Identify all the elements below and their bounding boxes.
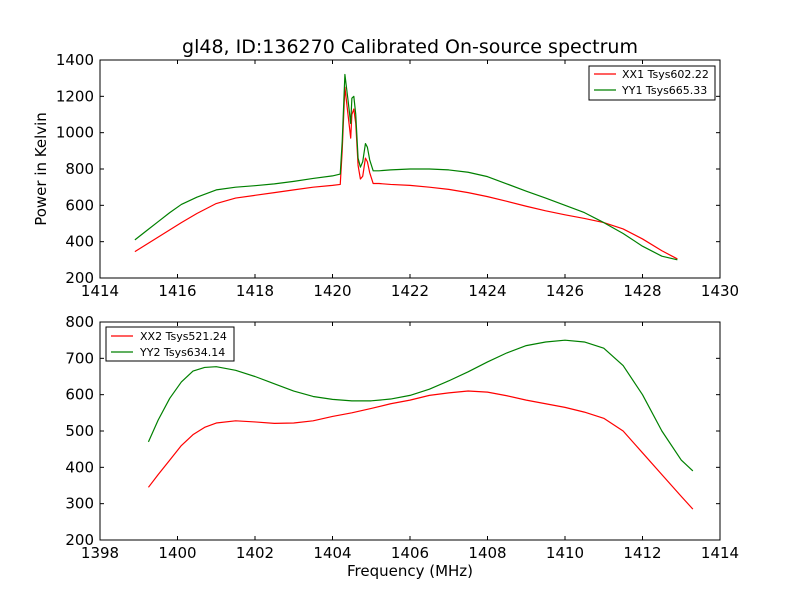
bottom-legend: XX2 Tsys521.24 YY2 Tsys634.14 [105, 326, 235, 362]
bottom-x-tick-label: 1398 [81, 544, 119, 562]
top-series-yy1-line [134, 73, 678, 261]
bottom-legend-box [105, 326, 235, 362]
top-series-xx1-line [134, 86, 678, 260]
top-ticks-layer: 1414 1416 1418 1420 1422 1424 1426 1428 1430 200 4… [56, 51, 739, 300]
bottom-y-tick-label: 400 [65, 458, 94, 476]
top-y-tick-label: 1400 [56, 51, 94, 69]
top-subplot: 1414 1416 1418 1420 1422 1424 1426 1428 1430 200 4… [32, 51, 739, 300]
legend-label-xx1: XX1 Tsys602.22 [622, 68, 709, 81]
bottom-x-tick-label: 1414 [701, 544, 739, 562]
top-x-tick-label: 1430 [701, 282, 739, 300]
bottom-y-tick-label: 600 [65, 386, 94, 404]
legend-label-yy2: YY2 Tsys634.14 [139, 346, 225, 359]
bottom-x-tick-label: 1400 [158, 544, 196, 562]
legend-label-yy1: YY1 Tsys665.33 [621, 84, 707, 97]
top-x-tick-label: 1420 [313, 282, 351, 300]
top-x-tick-label: 1424 [468, 282, 506, 300]
bottom-y-tick-label: 200 [65, 531, 94, 549]
top-y-tick-label: 200 [65, 269, 94, 287]
bottom-x-tick-label: 1404 [313, 544, 351, 562]
bottom-x-tick-label: 1402 [236, 544, 274, 562]
bottom-series-layer [147, 339, 694, 510]
top-x-tick-label: 1414 [81, 282, 119, 300]
bottom-y-tick-label: 700 [65, 349, 94, 367]
bottom-y-tick-label: 500 [65, 422, 94, 440]
top-x-tick-label: 1422 [391, 282, 429, 300]
top-y-tick-label: 1000 [56, 124, 94, 142]
top-x-tick-label: 1428 [623, 282, 661, 300]
bottom-series-xx2-line [147, 390, 694, 510]
chart-title: gl48, ID:136270 Calibrated On-source spe… [182, 36, 638, 58]
top-x-tick-label: 1416 [158, 282, 196, 300]
bottom-subplot: 1398 1400 1402 1404 1406 1408 1410 1412 1414 200 3… [65, 313, 739, 580]
top-legend: XX1 Tsys602.22 YY1 Tsys665.33 [588, 65, 716, 101]
top-y-tick-label: 400 [65, 233, 94, 251]
top-y-tick-label: 600 [65, 196, 94, 214]
top-y-axis-label: Power in Kelvin [32, 112, 50, 226]
bottom-y-tick-label: 800 [65, 313, 94, 331]
bottom-x-tick-label: 1406 [391, 544, 429, 562]
bottom-x-tick-label: 1410 [546, 544, 584, 562]
bottom-x-tick-label: 1408 [468, 544, 506, 562]
bottom-series-yy2-line [147, 339, 694, 472]
top-y-tick-label: 800 [65, 160, 94, 178]
bottom-ticks-layer: 1398 1400 1402 1404 1406 1408 1410 1412 1414 200 3… [65, 313, 739, 562]
top-x-tick-label: 1426 [546, 282, 584, 300]
top-y-tick-label: 1200 [56, 87, 94, 105]
legend-label-xx2: XX2 Tsys521.24 [140, 330, 227, 343]
top-legend-box [588, 65, 716, 101]
top-x-tick-label: 1418 [236, 282, 274, 300]
bottom-x-axis-label: Frequency (MHz) [347, 562, 473, 580]
bottom-x-tick-label: 1412 [623, 544, 661, 562]
bottom-y-tick-label: 300 [65, 495, 94, 513]
top-series-layer [134, 73, 678, 261]
